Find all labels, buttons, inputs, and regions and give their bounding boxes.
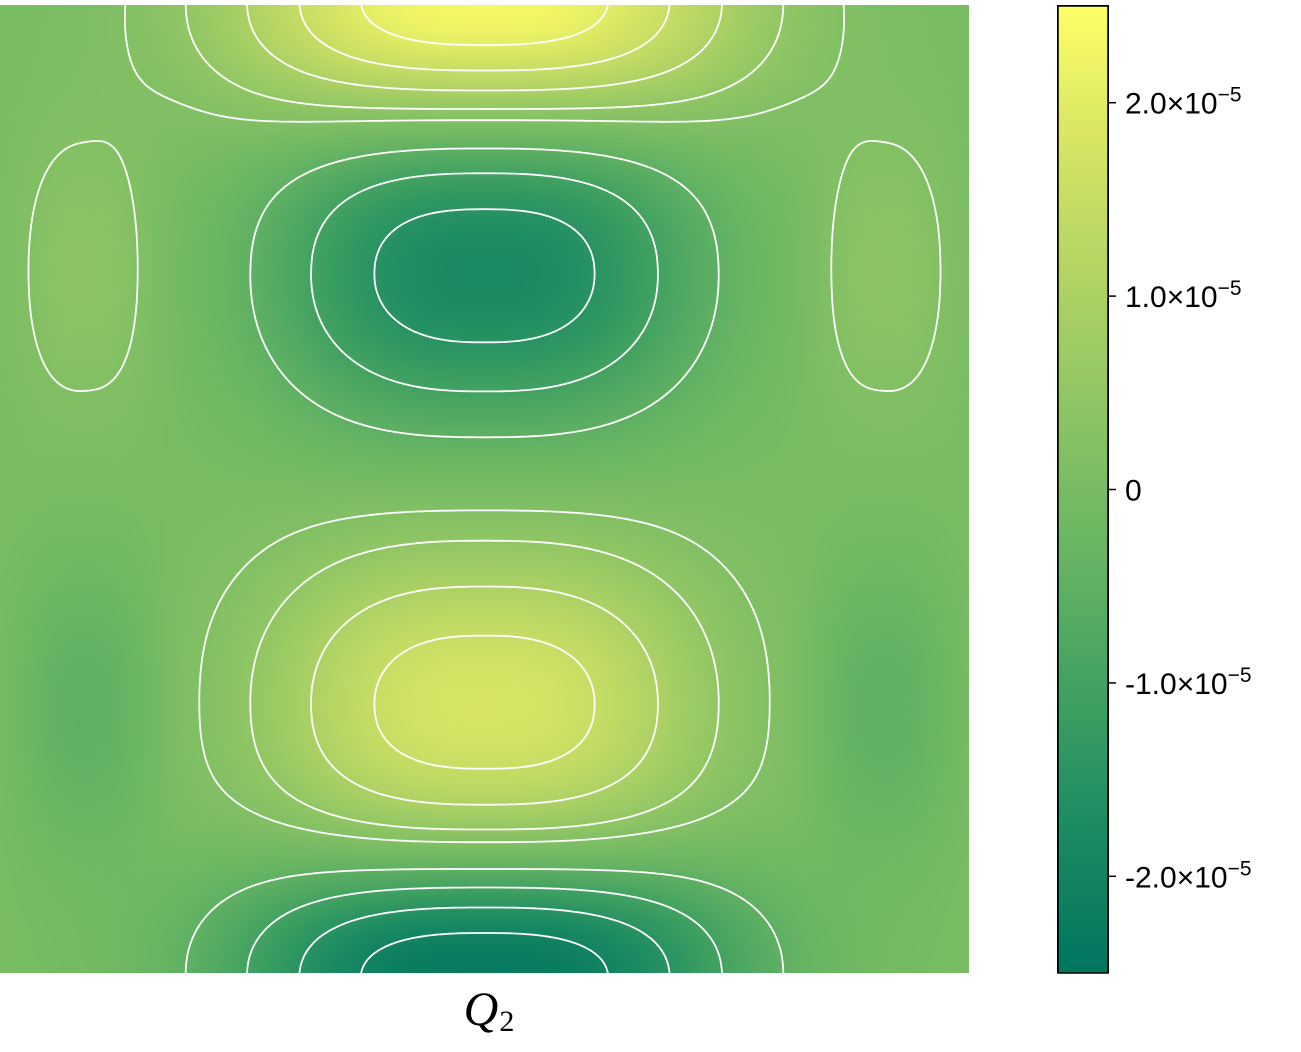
colorbar-tick-exponent: −5 — [1228, 664, 1252, 687]
x-axis-label-subscript: 2 — [499, 1005, 515, 1038]
colorbar-tick-mantissa: -1.0×10 — [1125, 668, 1228, 701]
heatmap-raster — [0, 5, 969, 973]
contour-line-2 — [246, 172, 723, 973]
contour-line-4 — [27, 5, 942, 844]
colorbar-tick-mantissa: 1.0×10 — [1125, 281, 1218, 314]
x-axis-label-symbol: Q — [463, 983, 499, 1036]
colorbar-tick-label-4: -2.0×10−5 — [1125, 857, 1252, 894]
contour-line-0 — [360, 932, 609, 973]
colorbar-tick-label-1: 1.0×10−5 — [1125, 277, 1242, 314]
colorbar-gradient — [1057, 5, 1109, 974]
colorbar-tick-exponent: −5 — [1228, 857, 1252, 880]
colorbar-tick-mantissa: 2.0×10 — [1125, 88, 1218, 121]
colorbar-tick-mantissa: -2.0×10 — [1125, 861, 1228, 894]
heatmap-field — [0, 5, 969, 973]
contour-line-5 — [184, 5, 785, 831]
contour-line-6 — [246, 5, 723, 806]
heatmap-plot-area — [0, 5, 969, 973]
colorbar-tick-mantissa: 0 — [1125, 475, 1142, 508]
colorbar-tick-label-2: 0 — [1125, 475, 1142, 508]
contour-line-7 — [298, 5, 671, 770]
colorbar-tick-label-0: 2.0×10−5 — [1125, 84, 1242, 121]
colorbar-tick-exponent: −5 — [1218, 84, 1242, 107]
contour-line-8 — [360, 5, 609, 46]
contour-line-3 — [184, 147, 785, 973]
colorbar: 2.0×10−51.0×10−50-1.0×10−5-2.0×10−5 — [1057, 5, 1252, 974]
colorbar-tick-exponent: −5 — [1218, 277, 1242, 300]
contour-line-1 — [298, 208, 671, 973]
colorbar-tick-label-3: -1.0×10−5 — [1125, 664, 1252, 701]
x-axis-label: Q2 — [434, 982, 544, 1039]
